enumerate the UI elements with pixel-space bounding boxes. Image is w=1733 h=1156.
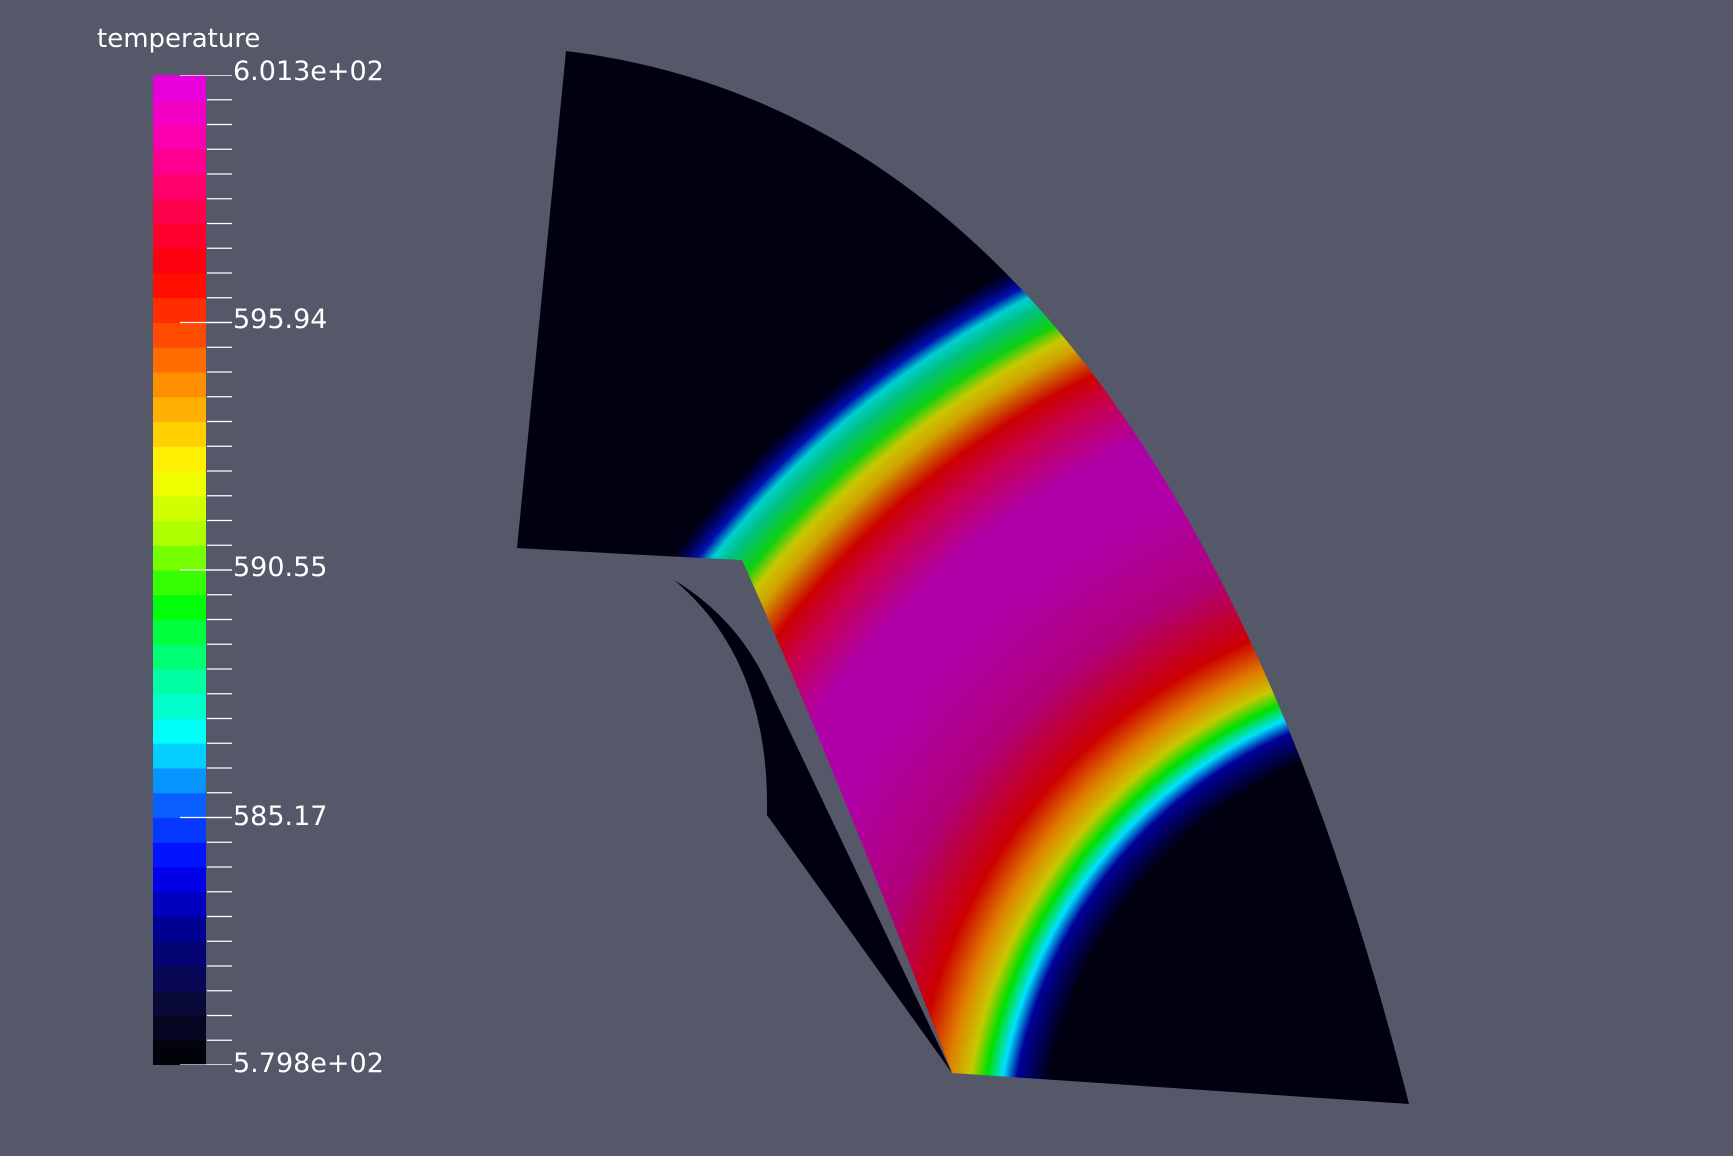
scalar-bar-band xyxy=(153,965,206,992)
scalar-bar-band xyxy=(153,817,206,843)
scalar-bar-band xyxy=(153,247,206,274)
scalar-bar-band xyxy=(153,75,206,101)
scalar-bar-band xyxy=(153,619,206,645)
scalar-bar-band xyxy=(153,99,206,125)
scalar-bar-band xyxy=(153,198,206,224)
scalar-bar-band xyxy=(153,767,206,794)
scalar-bar-band xyxy=(153,297,206,323)
cavity-shadow xyxy=(674,580,952,1073)
scalar-bar-band xyxy=(153,445,206,472)
scalar-bar-band xyxy=(153,891,206,917)
scalar-bar-band xyxy=(153,272,206,299)
scalar-bar-band xyxy=(153,792,206,818)
scalar-bar-title: temperature xyxy=(97,24,261,54)
scalar-bar-band xyxy=(153,223,206,249)
scalar-bar-colormap xyxy=(153,75,206,1065)
scalar-bar-band xyxy=(153,569,206,596)
scalar-bar-band xyxy=(153,322,206,348)
scalar-bar-tick-label-3: 585.17 xyxy=(233,801,328,832)
scalar-bar-band xyxy=(153,940,206,967)
scalar-bar-band xyxy=(153,148,206,175)
scalar-bar-max-label: 6.013e+02 xyxy=(233,56,384,87)
scalar-bar-band xyxy=(153,396,206,422)
scalar-bar-band xyxy=(153,742,206,769)
scalar-bar-band xyxy=(153,916,206,942)
scalar-bar-band xyxy=(153,421,206,447)
scalar-bar-band xyxy=(153,594,206,620)
scalar-bar-band xyxy=(153,346,206,373)
scalar-bar-ticks xyxy=(180,75,232,1065)
scalar-bar-band xyxy=(153,495,206,521)
scalar-bar-min-label: 5.798e+02 xyxy=(233,1048,384,1079)
scalar-bar-band xyxy=(153,718,206,744)
scalar-bar-band xyxy=(153,1015,206,1041)
scalar-bar-band xyxy=(153,990,206,1016)
scalar-bar-band xyxy=(153,520,206,546)
annulus-sector xyxy=(517,51,1409,1104)
scalar-bar-band xyxy=(153,470,206,497)
scalar-bar-band xyxy=(153,371,206,398)
scalar-bar-band xyxy=(153,544,206,571)
scalar-bar-tick-label-2: 590.55 xyxy=(233,552,328,583)
scalar-bar-band xyxy=(153,1039,206,1065)
scalar-bar-band xyxy=(153,643,206,670)
scalar-bar-band xyxy=(153,173,206,200)
scalar-bar-band xyxy=(153,866,206,893)
scalar-bar-tick-label-1: 595.94 xyxy=(233,304,328,335)
scalar-bar-band xyxy=(153,668,206,695)
scalar-bar-band xyxy=(153,693,206,719)
scalar-bar-band xyxy=(153,124,206,150)
scalar-bar-band xyxy=(153,841,206,868)
